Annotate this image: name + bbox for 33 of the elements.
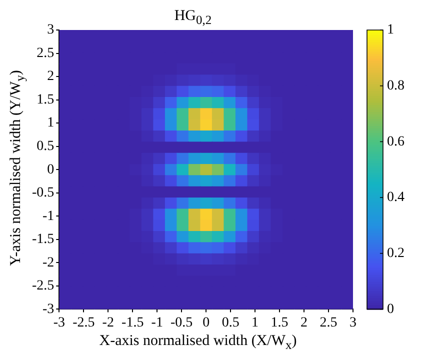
x-tick-label: -1.5 <box>122 315 144 330</box>
x-tick-label: 1.5 <box>270 315 288 330</box>
y-tick-label: -2 <box>42 255 54 270</box>
y-tick-label: -0.5 <box>32 186 54 201</box>
color-bar-label: 0.6 <box>387 134 404 150</box>
y-tick-label: 3 <box>47 22 54 38</box>
x-tick-label: 3 <box>350 315 356 330</box>
color-bar-label: 1 <box>387 22 394 38</box>
x-tick-label: -1 <box>151 315 163 330</box>
color-bar-label: 0.8 <box>387 78 404 94</box>
color-bar-label: 0.2 <box>387 246 404 262</box>
y-tick-label: 1 <box>47 116 54 131</box>
x-tick-label: 2.5 <box>320 315 338 330</box>
chart-title: HG$_{0,2}$ <box>174 8 212 27</box>
y-tick-label: -3 <box>42 302 54 317</box>
y-tick-label: 2 <box>47 69 54 84</box>
y-tick-label: -1.5 <box>32 232 54 248</box>
y-tick-label: -1 <box>42 208 54 224</box>
y-tick-label: -2.5 <box>32 278 54 294</box>
y-tick-label: 2.5 <box>36 46 54 61</box>
x-tick-label: 0 <box>202 315 210 330</box>
x-tick-label: 2 <box>300 315 308 330</box>
x-tick-label: -2 <box>102 315 114 330</box>
x-tick-label: 1 <box>252 315 259 330</box>
y-tick-label: 1.5 <box>36 92 54 108</box>
y-tick-label: 0 <box>47 162 54 178</box>
x-tick-label: -0.5 <box>170 315 193 330</box>
x-tick-label: -2.5 <box>72 315 95 330</box>
color-bar-label: 0 <box>387 302 394 317</box>
x-axis-title: X-axis normalised width (X/W$_{x}$) <box>98 333 298 353</box>
y-tick-label: 0.5 <box>36 139 54 154</box>
x-tick-label: 0.5 <box>222 315 240 330</box>
color-bar-label: 0.4 <box>387 190 404 206</box>
